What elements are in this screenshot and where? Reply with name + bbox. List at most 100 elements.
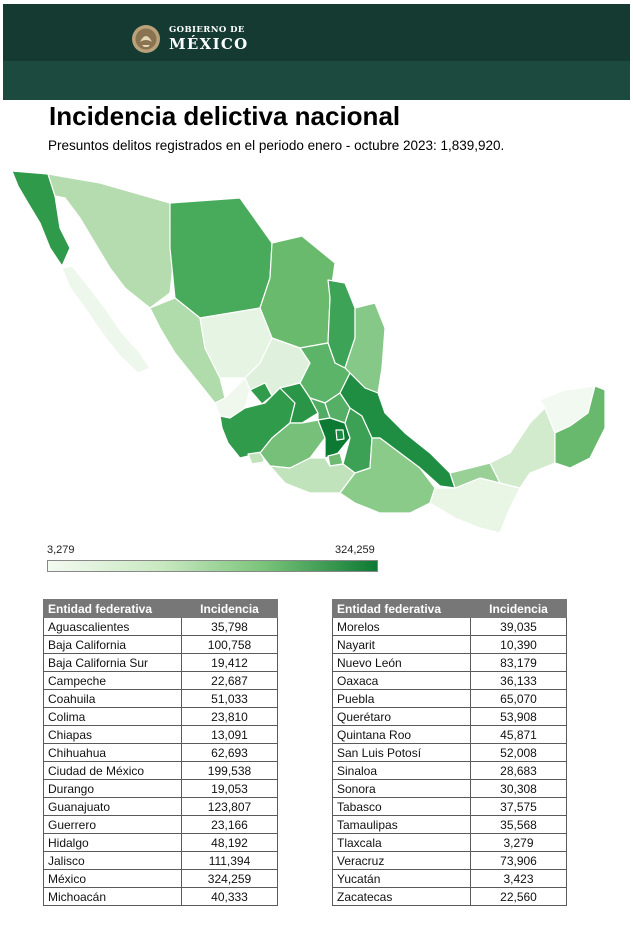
cell-incidence: 23,810 [181,707,278,726]
map-state-veracruz[interactable] [339,372,456,489]
table-row: México 324,259 [43,869,278,888]
table-row: Michoacán 40,333 [43,887,278,906]
table-row: Nayarit 10,390 [332,635,567,654]
cell-incidence: 30,308 [470,779,567,798]
cell-incidence: 13,091 [181,725,278,744]
page-title: Incidencia delictiva nacional [49,101,401,131]
table-row: Quintana Roo 45,871 [332,725,567,744]
cell-entity: Jalisco [43,851,182,870]
table-row: Hidalgo 48,192 [43,833,278,852]
map-state-ciudad-de-mexico[interactable] [335,429,345,441]
table-row: Querétaro 53,908 [332,707,567,726]
map-state-colima[interactable] [247,451,265,465]
map-state-campeche[interactable] [489,407,556,489]
table-header-row: Entidad federativa Incidencia [43,599,278,618]
cell-entity: Nayarit [332,635,471,654]
site-header: GOBIERNO DE MÉXICO [3,4,630,100]
table-row: Coahuila 51,033 [43,689,278,708]
logo-text-top: GOBIERNO DE [169,24,245,35]
cell-incidence: 23,166 [181,815,278,834]
cell-incidence: 10,390 [470,635,567,654]
cell-entity: Veracruz [332,851,471,870]
column-header-incidence: Incidencia [470,599,567,618]
cell-incidence: 22,560 [470,887,567,906]
map-state-guerrero[interactable] [269,457,356,494]
table-row: Morelos 39,035 [332,617,567,636]
cell-incidence: 65,070 [470,689,567,708]
table-row: Jalisco 111,394 [43,851,278,870]
cell-entity: Aguascalientes [43,617,182,636]
cell-entity: Morelos [332,617,471,636]
column-header-entity: Entidad federativa [43,599,182,618]
table-row: Zacatecas 22,560 [332,887,567,906]
cell-entity: Quintana Roo [332,725,471,744]
cell-incidence: 324,259 [181,869,278,888]
cell-entity: Querétaro [332,707,471,726]
table-row: Tamaulipas 35,568 [332,815,567,834]
cell-incidence: 45,871 [470,725,567,744]
table-row: Yucatán 3,423 [332,869,567,888]
legend-max-label: 324,259 [335,544,375,556]
column-header-entity: Entidad federativa [332,599,471,618]
cell-entity: Baja California [43,635,182,654]
legend-color-scale [47,560,378,572]
map-state-quintana-roo[interactable] [554,385,606,469]
cell-incidence: 3,279 [470,833,567,852]
cell-entity: San Luis Potosí [332,743,471,762]
cell-entity: Campeche [43,671,182,690]
cell-entity: Yucatán [332,869,471,888]
table-row: Sonora 30,308 [332,779,567,798]
table-row: Chihuahua 62,693 [43,743,278,762]
table-row: Puebla 65,070 [332,689,567,708]
cell-incidence: 19,412 [181,653,278,672]
cell-incidence: 52,008 [470,743,567,762]
column-header-incidence: Incidencia [181,599,278,618]
table-row: Veracruz 73,906 [332,851,567,870]
map-state-chihuahua[interactable] [169,197,273,319]
cell-entity: Guanajuato [43,797,182,816]
logo-text-bottom: MÉXICO [169,35,249,54]
cell-incidence: 39,035 [470,617,567,636]
cell-entity: Puebla [332,689,471,708]
cell-incidence: 123,807 [181,797,278,816]
cell-incidence: 28,683 [470,761,567,780]
cell-entity: Hidalgo [43,833,182,852]
table-row: Baja California Sur 19,412 [43,653,278,672]
map-state-baja-california-sur[interactable] [61,265,151,374]
cell-entity: Baja California Sur [43,653,182,672]
table-row: Chiapas 13,091 [43,725,278,744]
incidence-table-right: Entidad federativa Incidencia Morelos 39,… [332,599,567,906]
cell-incidence: 40,333 [181,887,278,906]
cell-entity: México [43,869,182,888]
page-subtitle: Presuntos delitos registrados en el peri… [48,138,505,153]
cell-incidence: 48,192 [181,833,278,852]
cell-incidence: 37,575 [470,797,567,816]
cell-entity: Tabasco [332,797,471,816]
cell-incidence: 83,179 [470,653,567,672]
cell-entity: Chiapas [43,725,182,744]
table-row: Colima 23,810 [43,707,278,726]
cell-entity: Sinaloa [332,761,471,780]
table-row: Campeche 22,687 [43,671,278,690]
cell-incidence: 22,687 [181,671,278,690]
table-row: San Luis Potosí 52,008 [332,743,567,762]
cell-incidence: 35,568 [470,815,567,834]
cell-entity: Colima [43,707,182,726]
map-state-coahuila[interactable] [259,235,336,349]
cell-entity: Guerrero [43,815,182,834]
map-state-mexico[interactable] [317,417,351,459]
table-row: Durango 19,053 [43,779,278,798]
gobierno-logo[interactable]: GOBIERNO DE MÉXICO [131,17,261,61]
cell-entity: Oaxaca [332,671,471,690]
map-state-guanajuato[interactable] [279,382,319,424]
cell-entity: Coahuila [43,689,182,708]
cell-incidence: 3,423 [470,869,567,888]
table-header-row: Entidad federativa Incidencia [332,599,567,618]
cell-incidence: 62,693 [181,743,278,762]
incidence-table-left: Entidad federativa Incidencia Aguascalie… [43,599,278,906]
table-row: Aguascalientes 35,798 [43,617,278,636]
cell-incidence: 111,394 [181,851,278,870]
mexico-choropleth-map [11,170,606,534]
cell-incidence: 36,133 [470,671,567,690]
cell-entity: Nuevo León [332,653,471,672]
